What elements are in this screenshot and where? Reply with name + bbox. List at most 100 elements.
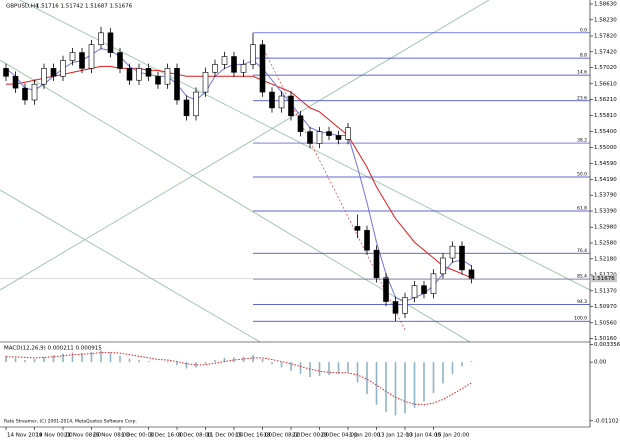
x-tick-label: 19 Nov 00:00: [36, 433, 74, 439]
candle-body: [193, 91, 199, 117]
candle-body: [345, 127, 351, 140]
channel-line: [0, 0, 490, 291]
y-tick-label: -0.01102: [594, 418, 619, 424]
ohlc-readout: 1.51716 1.51742 1.51687 1.51676: [36, 4, 133, 10]
histogram-bar: [33, 358, 36, 363]
candle-body: [250, 44, 256, 65]
series-line: [6, 352, 472, 406]
histogram-bar: [271, 362, 273, 365]
y-tick-label: 1.55000: [594, 145, 617, 151]
candle-body: [278, 95, 285, 109]
y-tick-label: 1.50160: [594, 336, 617, 342]
candle-body: [240, 64, 247, 73]
x-tick-label: 15 Dec 16:00: [235, 433, 272, 439]
candle-body: [164, 68, 171, 85]
histogram-bar: [404, 362, 406, 414]
candle-body: [316, 131, 323, 144]
histogram-bar: [290, 362, 292, 371]
histogram-bar: [470, 361, 473, 363]
candle-body: [145, 68, 152, 77]
histogram-bar: [90, 352, 93, 363]
histogram-bar: [14, 357, 17, 363]
channel-line: [0, 59, 471, 343]
histogram-bar: [214, 360, 216, 363]
fib-label: 61.8: [577, 206, 587, 212]
candle-body: [326, 131, 332, 136]
macd-title: MACD(12,26,9) 0.000211 0.000915: [4, 346, 102, 352]
candle-body: [392, 301, 399, 314]
candle-body: [69, 52, 76, 61]
histogram-bar: [261, 358, 264, 363]
x-tick-label: 1 Dec 00:00: [121, 433, 155, 439]
candle-body: [373, 249, 380, 279]
histogram-bar: [128, 358, 131, 363]
y-tick-label: 1.57420: [594, 49, 617, 55]
y-tick-label: 0.00: [594, 360, 607, 366]
candle-body: [31, 83, 38, 101]
x-tick-label: 11 Dec 00:00: [207, 433, 244, 439]
y-tick-label: 1.55400: [594, 129, 617, 135]
candle-body: [155, 75, 161, 85]
chart-title: GBPUSD,H4: [6, 4, 39, 10]
histogram-bar: [43, 356, 45, 363]
histogram-bar: [100, 350, 102, 363]
candle-body: [183, 99, 190, 117]
histogram-bar: [394, 362, 397, 416]
histogram-bar: [328, 362, 330, 375]
x-tick-label: 21 Nov 08:00: [64, 433, 102, 439]
candle-body: [22, 87, 28, 101]
histogram-bar: [432, 362, 435, 394]
histogram-bar: [280, 362, 283, 368]
x-tick-label: 14 Nov 2014: [7, 433, 43, 439]
y-tick-label: 1.57020: [594, 65, 617, 71]
candle-body: [449, 245, 456, 259]
channel-line: [0, 189, 261, 343]
y-tick-label: 1.55810: [594, 113, 617, 119]
x-tick-label: 29 Dec 04:00: [321, 433, 358, 439]
histogram-bar: [451, 362, 454, 374]
candle-body: [202, 72, 209, 93]
candle-body: [383, 277, 389, 302]
histogram-bar: [299, 362, 302, 374]
trend-line: [261, 45, 406, 331]
fib-label: 0.0: [580, 27, 587, 33]
candle-body: [269, 91, 275, 109]
candle-body: [79, 52, 85, 69]
x-tick-label: 26 Nov 08:00: [93, 433, 131, 439]
y-tick-label: 1.57820: [594, 33, 617, 39]
candle-body: [231, 56, 237, 73]
candle-body: [307, 131, 313, 144]
histogram-bar: [375, 362, 378, 405]
series-line: [6, 65, 472, 279]
candle-body: [41, 68, 47, 85]
histogram-bar: [176, 362, 178, 366]
histogram-bar: [366, 362, 368, 395]
x-tick-label: 13 Jan 12:00: [378, 433, 413, 439]
histogram-bar: [166, 361, 169, 363]
y-tick-label: 1.51370: [594, 288, 617, 294]
candle-body: [440, 257, 446, 275]
candle-body: [288, 95, 294, 117]
y-tick-label: 1.58630: [594, 1, 617, 7]
histogram-bar: [309, 362, 311, 378]
candle-body: [88, 44, 95, 69]
candle-body: [459, 245, 465, 271]
candle-body: [117, 52, 123, 69]
x-tick-label: 15 Jan 20:00: [435, 433, 470, 439]
x-tick-label: 22 Dec 00:00: [292, 433, 329, 439]
y-tick-label: 1.50560: [594, 320, 617, 326]
y-tick-label: 1.58230: [594, 17, 617, 23]
candle-body: [468, 269, 475, 279]
candle-body: [126, 68, 133, 81]
fib-label: 76.4: [577, 248, 587, 254]
candle-body: [411, 285, 418, 298]
y-tick-label: 1.56210: [594, 97, 617, 103]
x-tick-label: 1 Jan 20:00: [349, 433, 381, 439]
histogram-bar: [5, 355, 7, 363]
candle-body: [297, 115, 304, 132]
x-tick-label: 18 Dec 08:00: [264, 433, 301, 439]
candle-body: [364, 230, 370, 251]
y-tick-label: 1.52180: [594, 256, 617, 262]
y-tick-label: 1.52980: [594, 225, 617, 231]
